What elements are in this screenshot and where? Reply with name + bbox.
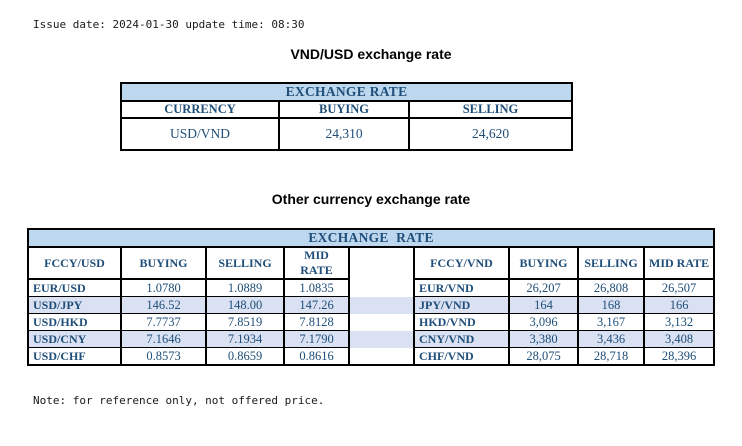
rate-value-cell: 1.0780 <box>120 278 207 297</box>
rate-value-cell: 3,380 <box>508 330 579 348</box>
rate-value-cell: 3,436 <box>577 330 645 348</box>
rate-row: EUR/USD 1.0780 1.0889 1.0835 EUR/VND 26,207 26… <box>27 278 716 297</box>
rate-value-cell: 168 <box>577 296 645 314</box>
rate-value-cell: 26,507 <box>642 278 716 297</box>
gap-cell <box>348 347 415 365</box>
rate-value-cell: 7.1790 <box>283 330 350 348</box>
currency-pair-cell: EUR/VND <box>413 278 510 297</box>
currency-pair-cell: JPY/VND <box>413 296 510 314</box>
rate-value-cell: 26,808 <box>577 278 645 297</box>
rate-row: USD/CNY 7.1646 7.1934 7.1790 CNY/VND 3,380 3,4… <box>27 330 716 348</box>
exchange-rate-band: EXCHANGE RATE <box>26 228 716 248</box>
rate-value-cell: 3,096 <box>508 313 579 331</box>
gap-column-header <box>348 247 415 279</box>
rate-value-cell: 0.8616 <box>283 347 350 366</box>
rate-value-cell: 24,620 <box>407 117 574 151</box>
column-header: SELLING <box>205 246 285 280</box>
currency-pair-cell: EUR/USD <box>27 278 122 297</box>
column-header: SELLING <box>577 246 645 280</box>
usd-table-title: VND/USD exchange rate <box>290 46 452 62</box>
rate-value-cell: 26,207 <box>508 278 579 297</box>
rate-value-cell: 0.8659 <box>205 347 285 366</box>
rate-value-cell: 28,396 <box>642 347 716 366</box>
rate-value-cell: 24,310 <box>278 117 410 151</box>
rate-value-cell: 0.8573 <box>120 347 207 366</box>
column-header: CURRENCY <box>120 100 280 119</box>
currency-pair-cell: USD/HKD <box>27 313 122 331</box>
rate-value-cell: 164 <box>508 296 579 314</box>
note-line: Note: for reference only, not offered pr… <box>33 394 325 407</box>
gap-cell <box>348 279 415 297</box>
column-header: BUYING <box>278 100 410 119</box>
issue-date-line: Issue date: 2024-01-30 update time: 08:3… <box>33 18 305 31</box>
currency-pair-cell: HKD/VND <box>413 313 510 331</box>
rate-value-cell: 1.0835 <box>283 278 350 297</box>
exchange-rate-band: EXCHANGE RATE <box>119 82 574 102</box>
usd-rate-table: EXCHANGE RATE CURRENCY BUYING SELLING USD/V… <box>119 82 574 151</box>
rate-row: USD/JPY 146.52 148.00 147.26 JPY/VND 164 168 16… <box>27 296 716 314</box>
rate-value-cell: 7.1646 <box>120 330 207 348</box>
rate-row: USD/CHF 0.8573 0.8659 0.8616 CHF/VND 28,075 28… <box>27 347 716 366</box>
rate-value-cell: 3,408 <box>642 330 716 348</box>
rate-value-cell: 7.8519 <box>205 313 285 331</box>
gap-cell <box>348 330 415 348</box>
currency-pair-cell: USD/CHF <box>27 347 122 366</box>
currency-pair-cell: CHF/VND <box>413 347 510 366</box>
gap-cell <box>348 313 415 331</box>
rate-value-cell: 3,132 <box>642 313 716 331</box>
currency-pair-cell: USD/JPY <box>27 296 122 314</box>
currency-pair-cell: USD/CNY <box>27 330 122 348</box>
rate-value-cell: 7.8128 <box>283 313 350 331</box>
currency-pair-cell: CNY/VND <box>413 330 510 348</box>
column-header: FCCY/VND <box>413 246 510 280</box>
rate-value-cell: 1.0889 <box>205 278 285 297</box>
column-header: SELLING <box>407 100 574 119</box>
column-header: MID RATE <box>283 246 350 280</box>
rate-row: USD/VND 24,310 24,620 <box>120 117 574 151</box>
rate-value-cell: 7.1934 <box>205 330 285 348</box>
gap-cell <box>348 296 415 314</box>
rate-row: USD/HKD 7.7737 7.8519 7.8128 HKD/VND 3,096 3,1… <box>27 313 716 331</box>
column-header: BUYING <box>508 246 579 280</box>
column-header: MID RATE <box>642 246 716 280</box>
rate-value-cell: USD/VND <box>120 117 280 151</box>
column-header: BUYING <box>120 246 207 280</box>
rate-value-cell: 148.00 <box>205 296 285 314</box>
column-header: FCCY/USD <box>27 246 122 280</box>
rate-value-cell: 3,167 <box>577 313 645 331</box>
rate-value-cell: 147.26 <box>283 296 350 314</box>
rate-value-cell: 28,718 <box>577 347 645 366</box>
rate-value-cell: 146.52 <box>120 296 207 314</box>
rate-value-cell: 166 <box>642 296 716 314</box>
other-table-title: Other currency exchange rate <box>271 191 471 207</box>
other-rate-table: EXCHANGE RATE FCCY/USD BUYING SELLING MID RA… <box>26 228 716 366</box>
rate-value-cell: 7.7737 <box>120 313 207 331</box>
rate-value-cell: 28,075 <box>508 347 579 366</box>
